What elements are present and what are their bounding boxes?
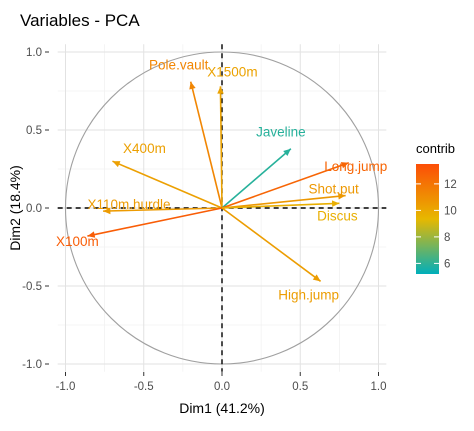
legend-tick-label-2: 8	[444, 232, 450, 244]
arrow-pole-vault	[189, 81, 223, 209]
arrow-javeline	[221, 148, 292, 209]
arrow-head-discus	[331, 200, 340, 207]
arrow-shaft-x1500m	[219, 86, 223, 209]
arrow-x1500m	[217, 86, 224, 209]
point-label-x100m: X100m	[56, 234, 99, 249]
arrow-head-x400m	[112, 161, 121, 168]
arrow-head-x100m	[87, 231, 96, 238]
arrow-shaft-x100m	[87, 207, 223, 237]
arrow-shaft-shot-put	[221, 194, 346, 209]
y-tick-label-2: 0.0	[26, 203, 42, 215]
x-tick-label-0: -1.0	[56, 381, 76, 393]
point-label-shot-put: Shot.put	[308, 182, 359, 197]
arrow-head-shot-put	[338, 193, 346, 200]
point-label-long-jump: Long.jump	[324, 159, 387, 174]
arrow-layer	[87, 81, 350, 282]
arrow-shaft-discus	[221, 202, 340, 209]
arrow-head-pole-vault	[189, 81, 196, 90]
y-axis-title: Dim2 (18.4%)	[7, 165, 23, 251]
arrow-head-high-jump	[312, 274, 321, 282]
y-tick-label-3: 0.5	[26, 125, 42, 137]
arrow-discus	[221, 200, 340, 209]
legend: contrib 12 10 8 6	[416, 141, 457, 274]
arrow-head-long-jump	[340, 162, 349, 169]
y-tick-label-4: 1.0	[26, 47, 42, 59]
legend-tick-label-3: 6	[444, 258, 450, 270]
arrow-head-x110m-hurdle	[103, 207, 111, 215]
x-tick-label-2: 0.0	[214, 381, 230, 393]
arrow-shaft-x400m	[112, 160, 223, 209]
arrow-shaft-pole-vault	[189, 81, 223, 209]
chart-title: Variables - PCA	[20, 11, 140, 30]
arrow-head-x1500m	[217, 86, 224, 94]
x-axis-title: Dim1 (41.2%)	[179, 400, 265, 416]
y-tick-label-1: -0.5	[22, 281, 42, 293]
legend-tick-label-0: 12	[444, 179, 457, 191]
arrow-x100m	[87, 207, 223, 238]
legend-tick-label-1: 10	[444, 205, 457, 217]
arrow-x400m	[112, 160, 223, 209]
x-tick-label-3: 0.5	[292, 381, 308, 393]
arrow-long-jump	[221, 162, 350, 209]
arrow-shot-put	[221, 193, 346, 209]
point-label-pole-vault: Pole.vault	[149, 58, 209, 73]
point-label-discus: Discus	[317, 208, 358, 223]
point-label-x1500m: X1500m	[207, 64, 257, 79]
arrow-shaft-x110m-hurdle	[103, 207, 223, 212]
point-label-high-jump: High.jump	[278, 287, 339, 302]
y-tick-label-0: -1.0	[22, 359, 42, 371]
legend-colorbar	[416, 164, 439, 274]
point-label-x400m: X400m	[123, 141, 166, 156]
legend-title: contrib	[416, 141, 455, 156]
arrow-shaft-long-jump	[221, 162, 350, 209]
x-tick-label-1: -0.5	[134, 381, 154, 393]
arrow-head-javeline	[283, 148, 291, 156]
arrow-high-jump	[221, 207, 322, 282]
axis-layer: -1.0 -0.5 0.0 0.5 1.0 -1.0 -0.5 0.0 0.5 1.0	[22, 47, 386, 393]
x-tick-label-4: 1.0	[371, 381, 387, 393]
arrow-shaft-javeline	[221, 148, 292, 209]
arrow-shaft-high-jump	[221, 207, 322, 282]
point-label-javeline: Javeline	[256, 125, 306, 140]
arrow-x110m-hurdle	[103, 207, 223, 215]
point-label-x110m-hurdle: X110m.hurdle	[88, 197, 171, 212]
